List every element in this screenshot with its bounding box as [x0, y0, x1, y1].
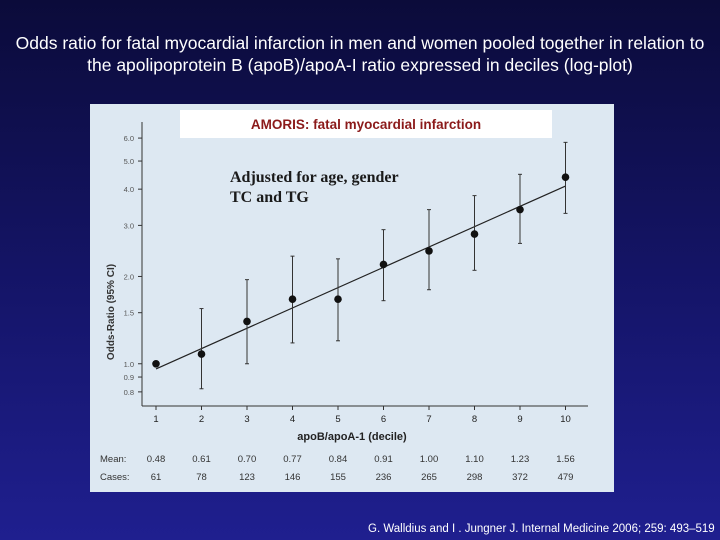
summary-row-label: Mean:	[100, 454, 126, 465]
summary-row-value: 1.56	[556, 454, 575, 465]
chart-title: AMORIS: fatal myocardial infarction	[251, 117, 481, 132]
y-tick-label: 5.0	[124, 157, 134, 166]
summary-row-label: Cases:	[100, 472, 130, 483]
summary-row-value: 1.00	[420, 454, 439, 465]
x-tick-label: 5	[335, 414, 340, 425]
y-tick-label: 1.0	[124, 360, 134, 369]
y-tick-label: 3.0	[124, 221, 134, 230]
summary-row-value: 236	[376, 472, 392, 483]
data-point	[152, 359, 160, 368]
x-tick-label: 3	[244, 414, 249, 425]
y-tick-label: 0.9	[124, 373, 134, 382]
summary-row-value: 0.48	[147, 454, 166, 465]
summary-row-value: 146	[285, 472, 301, 483]
summary-row-value: 0.84	[329, 454, 348, 465]
chart-title-box	[180, 110, 552, 138]
summary-row-value: 479	[558, 472, 574, 483]
summary-row-value: 265	[421, 472, 437, 483]
x-tick-label: 1	[153, 414, 158, 425]
summary-row-value: 1.23	[511, 454, 530, 465]
summary-row-value: 78	[196, 472, 207, 483]
citation-footer: G. Walldius and I . Jungner J. Internal …	[368, 523, 715, 535]
data-point	[425, 247, 433, 255]
y-axis-label: Odds-Ratio (95% CI)	[106, 264, 117, 360]
y-tick-label: 1.5	[124, 309, 134, 318]
data-point	[470, 230, 479, 238]
summary-row-value: 0.61	[192, 454, 211, 465]
data-point	[288, 295, 297, 303]
data-point	[197, 350, 206, 358]
data-point	[334, 295, 342, 303]
summary-row-value: 0.70	[238, 454, 257, 465]
annotation-line-1: Adjusted for age, gender	[230, 169, 399, 186]
summary-row-value: 1.10	[465, 454, 484, 465]
x-tick-label: 7	[426, 414, 431, 425]
summary-row-value: 61	[151, 472, 162, 483]
data-point	[561, 173, 570, 181]
chart-panel: AMORIS: fatal myocardial infarction Adju…	[90, 104, 614, 492]
summary-row-value: 155	[330, 472, 346, 483]
x-tick-label: 8	[472, 414, 477, 425]
x-tick-label: 2	[199, 414, 204, 425]
summary-row-value: 0.77	[283, 454, 302, 465]
y-tick-label: 6.0	[124, 134, 134, 143]
x-tick-label: 9	[517, 414, 522, 425]
slide-title: Odds ratio for fatal myocardial infarcti…	[15, 33, 705, 75]
y-tick-label: 2.0	[124, 272, 134, 281]
odds-ratio-chart: AMORIS: fatal myocardial infarction Adju…	[100, 110, 588, 483]
y-tick-label: 0.8	[124, 388, 134, 397]
x-tick-label: 4	[290, 414, 295, 425]
x-tick-label: 10	[560, 414, 571, 425]
summary-row-value: 372	[512, 472, 528, 483]
trend-line	[155, 185, 566, 370]
summary-row-value: 0.91	[374, 454, 393, 465]
data-point	[379, 260, 388, 269]
annotation-line-2: TC and TG	[230, 189, 309, 206]
x-axis-label: apoB/apoA-1 (decile)	[297, 431, 407, 443]
summary-row-value: 298	[467, 472, 483, 483]
data-point	[516, 205, 524, 214]
x-tick-label: 6	[381, 414, 386, 425]
summary-row-value: 123	[239, 472, 255, 483]
y-tick-label: 4.0	[124, 185, 134, 194]
data-point	[243, 317, 251, 326]
